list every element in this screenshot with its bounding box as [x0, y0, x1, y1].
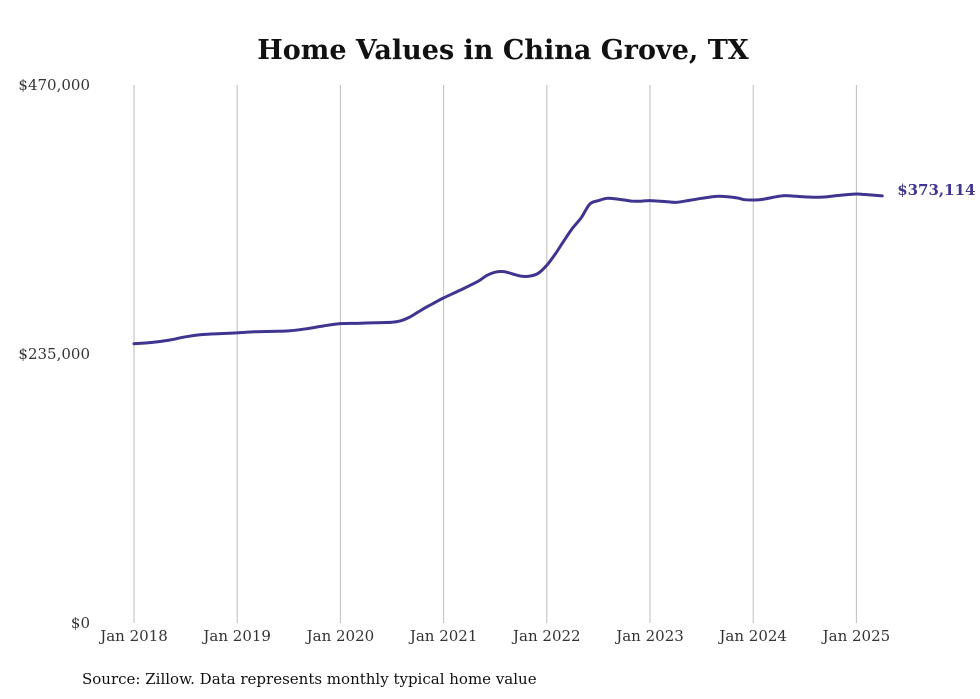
source-note: Source: Zillow. Data represents monthly …	[82, 670, 537, 688]
x-tick-label: Jan 2022	[511, 627, 581, 645]
series-layer: $373,114	[132, 181, 975, 346]
x-tick-label: Jan 2019	[201, 627, 271, 645]
x-axis-ticks: Jan 2018 Jan 2019 Jan 2020 Jan 2021 Jan 2022…	[98, 627, 890, 645]
y-tick-label: $235,000	[18, 345, 90, 363]
x-tick-label: Jan 2025	[821, 627, 891, 645]
x-tick-label: Jan 2018	[98, 627, 168, 645]
vertical-gridlines	[133, 85, 857, 623]
series-end-label: $373,114	[897, 181, 975, 199]
chart-title: Home Values in China Grove, TX	[257, 35, 749, 66]
series-line-0	[132, 192, 884, 346]
x-tick-label: Jan 2024	[717, 627, 787, 645]
x-tick-label: Jan 2023	[614, 627, 684, 645]
y-axis-ticks: $0 $235,000 $470,000	[18, 76, 90, 632]
y-tick-label: $0	[71, 614, 90, 632]
y-tick-label: $470,000	[18, 76, 90, 94]
x-tick-label: Jan 2021	[408, 627, 478, 645]
x-tick-label: Jan 2020	[305, 627, 375, 645]
